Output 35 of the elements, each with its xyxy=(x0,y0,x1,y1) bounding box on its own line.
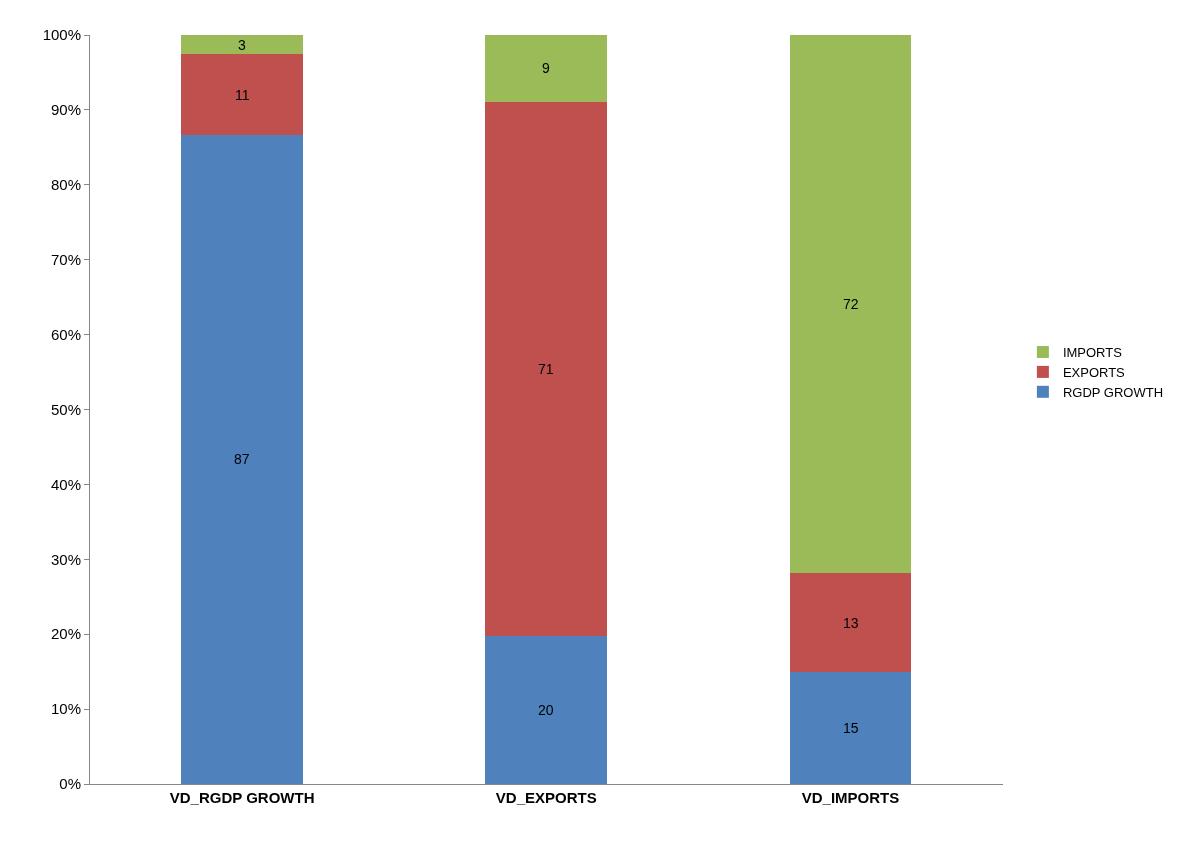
y-tick-label: 50% xyxy=(50,400,81,418)
data-label: 87 xyxy=(234,451,250,467)
bar xyxy=(789,572,912,673)
data-label: 20 xyxy=(538,702,554,718)
y-tick-label: 90% xyxy=(50,101,81,119)
bar xyxy=(181,35,303,55)
data-label: 72 xyxy=(843,296,859,312)
y-tick-label: 20% xyxy=(50,625,81,643)
y-tick-label: 60% xyxy=(50,325,81,343)
data-label: 71 xyxy=(538,361,554,377)
y-tick-label: 10% xyxy=(50,700,81,718)
y-tick-label: 70% xyxy=(50,250,81,268)
x-tick-label: VD_IMPORTS xyxy=(801,789,900,806)
y-tick-label: 80% xyxy=(50,176,81,194)
data-label: 11 xyxy=(235,87,250,103)
bar xyxy=(789,672,912,784)
bar xyxy=(181,54,303,135)
data-label: 13 xyxy=(843,615,859,631)
bar xyxy=(485,636,608,784)
bar xyxy=(485,35,608,102)
y-tick-label: 100% xyxy=(42,26,81,44)
bar xyxy=(789,35,912,573)
y-tick-label: 0% xyxy=(59,775,81,793)
legend-label: RGDP GROWTH xyxy=(1062,384,1164,400)
y-tick-label: 30% xyxy=(50,550,81,568)
x-tick-label: VD_RGDP GROWTH xyxy=(169,789,315,806)
data-label: 9 xyxy=(542,60,550,76)
legend-label: EXPORTS xyxy=(1062,364,1126,380)
data-label: 15 xyxy=(843,720,859,736)
legend-label: IMPORTS xyxy=(1062,345,1123,361)
data-label: 3 xyxy=(238,37,246,53)
x-tick-label: VD_EXPORTS xyxy=(495,789,597,806)
y-tick-label: 40% xyxy=(50,475,81,493)
bar xyxy=(181,134,303,784)
bar xyxy=(485,101,608,637)
